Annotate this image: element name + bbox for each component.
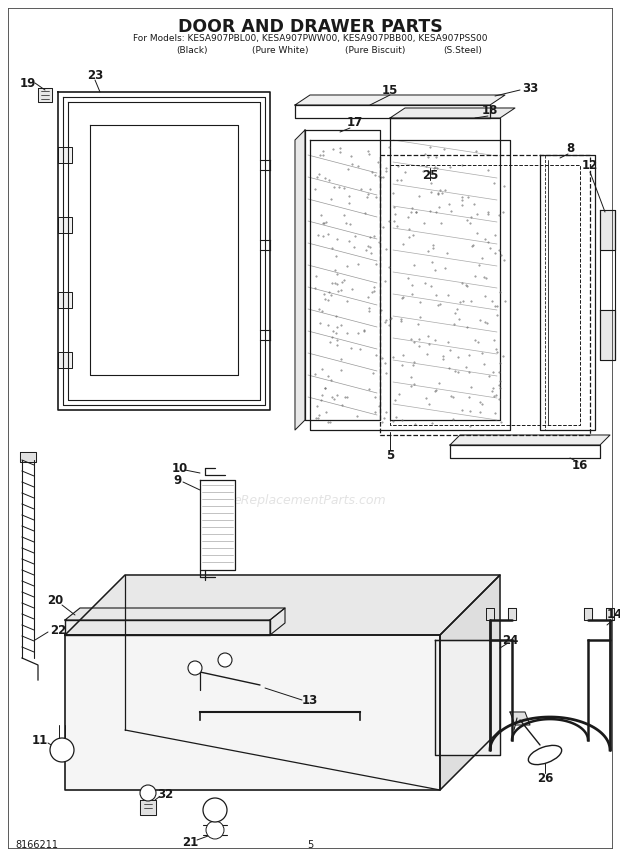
Polygon shape xyxy=(58,352,72,368)
Text: 32: 32 xyxy=(157,788,173,801)
Polygon shape xyxy=(295,95,505,105)
Text: 18: 18 xyxy=(482,104,498,116)
Text: 25: 25 xyxy=(422,169,438,181)
Polygon shape xyxy=(140,800,156,815)
Polygon shape xyxy=(390,108,515,118)
Text: DOOR AND DRAWER PARTS: DOOR AND DRAWER PARTS xyxy=(177,18,443,36)
Polygon shape xyxy=(20,452,36,462)
Polygon shape xyxy=(600,210,615,250)
Text: 8166211: 8166211 xyxy=(15,840,58,850)
Polygon shape xyxy=(58,217,72,233)
Text: 13: 13 xyxy=(302,693,318,706)
Circle shape xyxy=(140,785,156,801)
Text: 22: 22 xyxy=(50,623,66,637)
Polygon shape xyxy=(65,620,270,635)
Polygon shape xyxy=(65,608,285,620)
Text: (Black): (Black) xyxy=(176,46,208,55)
Polygon shape xyxy=(58,292,72,308)
Text: For Models: KESA907PBL00, KESA907PWW00, KESA907PBB00, KESA907PSS00: For Models: KESA907PBL00, KESA907PWW00, … xyxy=(133,34,487,43)
Text: 33: 33 xyxy=(522,81,538,94)
Text: 15: 15 xyxy=(382,84,398,97)
Polygon shape xyxy=(65,635,440,790)
Polygon shape xyxy=(270,608,285,635)
Polygon shape xyxy=(435,640,500,755)
Polygon shape xyxy=(38,88,52,102)
Text: 26: 26 xyxy=(537,771,553,784)
Polygon shape xyxy=(295,130,305,430)
Text: eReplacementParts.com: eReplacementParts.com xyxy=(234,494,386,507)
Polygon shape xyxy=(58,147,72,163)
Text: 17: 17 xyxy=(347,116,363,128)
Circle shape xyxy=(188,661,202,675)
Text: 5: 5 xyxy=(386,449,394,461)
Text: (S.Steel): (S.Steel) xyxy=(443,46,482,55)
Text: 20: 20 xyxy=(47,593,63,607)
Text: (Pure Biscuit): (Pure Biscuit) xyxy=(345,46,405,55)
Polygon shape xyxy=(508,608,516,620)
Text: 9: 9 xyxy=(174,473,182,486)
Polygon shape xyxy=(450,435,610,445)
Text: (Pure White): (Pure White) xyxy=(252,46,308,55)
Text: 11: 11 xyxy=(32,734,48,746)
Text: 14: 14 xyxy=(607,609,620,621)
Circle shape xyxy=(50,738,74,762)
Text: 23: 23 xyxy=(87,68,103,81)
Polygon shape xyxy=(606,608,614,620)
Text: 19: 19 xyxy=(20,76,36,90)
Polygon shape xyxy=(600,310,615,360)
Polygon shape xyxy=(486,608,494,620)
Polygon shape xyxy=(510,712,530,725)
Ellipse shape xyxy=(528,746,562,764)
Circle shape xyxy=(206,821,224,839)
Text: 24: 24 xyxy=(502,633,518,646)
Text: 21: 21 xyxy=(182,835,198,848)
Text: 5: 5 xyxy=(307,840,313,850)
Polygon shape xyxy=(584,608,592,620)
Polygon shape xyxy=(440,575,500,790)
Circle shape xyxy=(218,653,232,667)
Text: 12: 12 xyxy=(582,158,598,171)
Circle shape xyxy=(203,798,227,822)
Text: 16: 16 xyxy=(572,459,588,472)
Polygon shape xyxy=(65,575,500,635)
Text: 8: 8 xyxy=(566,141,574,154)
Text: 10: 10 xyxy=(172,461,188,474)
